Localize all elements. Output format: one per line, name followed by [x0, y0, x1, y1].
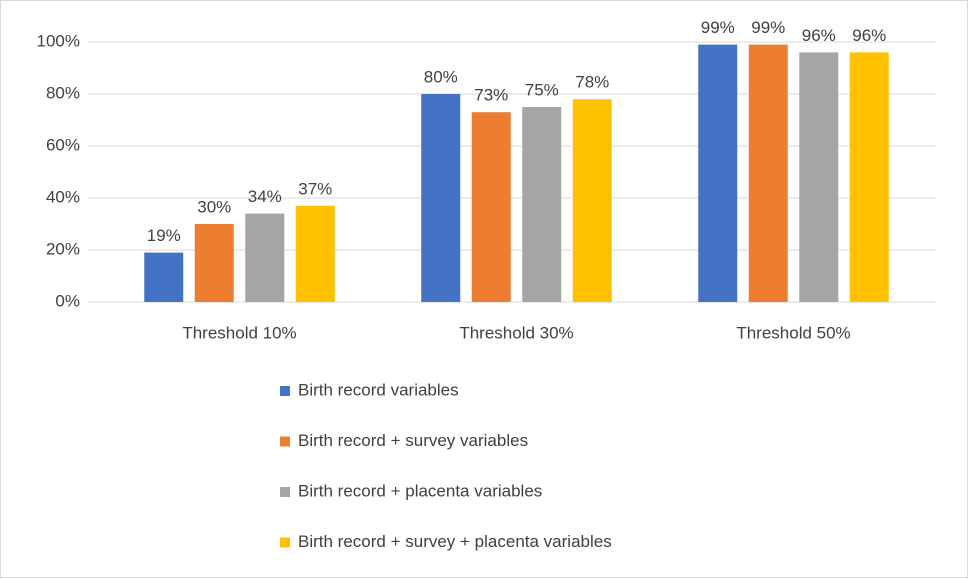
data-label: 99% [751, 18, 785, 37]
y-tick-label: 40% [46, 187, 80, 206]
bar [245, 213, 285, 302]
data-label: 80% [424, 67, 458, 86]
legend-swatch [280, 386, 290, 396]
legend-label: Birth record + placenta variables [298, 481, 542, 500]
data-label: 96% [852, 26, 886, 45]
bar [194, 224, 234, 302]
legend-label: Birth record + survey variables [298, 431, 528, 450]
x-tick-label: Threshold 30% [459, 323, 573, 342]
data-label: 30% [197, 197, 231, 216]
data-label: 99% [701, 18, 735, 37]
y-tick-label: 60% [46, 135, 80, 154]
data-label: 37% [298, 179, 332, 198]
bar [849, 52, 889, 303]
data-label: 34% [248, 187, 282, 206]
data-label: 75% [525, 80, 559, 99]
bar [471, 112, 511, 302]
x-tick-label: Threshold 10% [182, 323, 296, 342]
y-tick-label: 0% [55, 291, 80, 310]
bar [698, 44, 738, 302]
legend-label: Birth record + survey + placenta variabl… [298, 532, 612, 551]
legend-swatch [280, 436, 290, 447]
bar [295, 205, 335, 302]
y-tick-label: 100% [37, 31, 80, 50]
bar [522, 107, 562, 302]
bar [799, 52, 839, 303]
bar [144, 252, 184, 302]
data-label: 78% [575, 73, 609, 92]
bar [572, 99, 612, 302]
legend-label: Birth record variables [298, 380, 459, 399]
legend-swatch [280, 537, 290, 548]
bar [421, 94, 461, 302]
x-tick-label: Threshold 50% [736, 323, 850, 342]
data-label: 73% [474, 86, 508, 105]
legend-swatch [280, 487, 290, 497]
bar [748, 44, 788, 302]
data-label: 19% [147, 226, 181, 245]
y-tick-label: 20% [46, 239, 80, 258]
data-label: 96% [802, 26, 836, 45]
y-tick-label: 80% [46, 83, 80, 102]
